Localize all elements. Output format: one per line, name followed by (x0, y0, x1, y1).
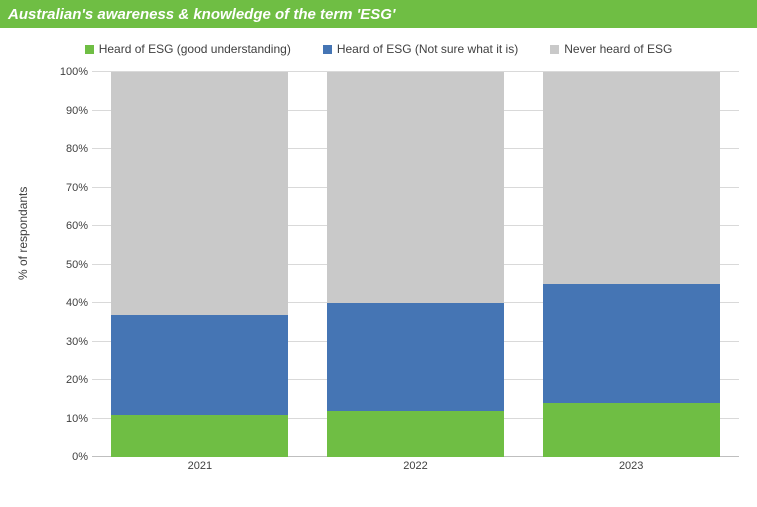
plot-area: 0%10%20%30%40%50%60%70%80%90%100% 202120… (58, 72, 739, 475)
bar-segment-heard (543, 284, 720, 403)
legend-swatch (550, 45, 559, 54)
y-tick: 40% (58, 297, 88, 309)
chart-legend: Heard of ESG (good understanding) Heard o… (0, 38, 757, 60)
legend-item: Never heard of ESG (550, 42, 672, 56)
y-tick: 20% (58, 374, 88, 386)
y-axis-label: % of respondants (16, 187, 30, 280)
stacked-bar (111, 72, 288, 457)
page: Australian's awareness & knowledge of th… (0, 0, 757, 507)
y-tick-labels: 0%10%20%30%40%50%60%70%80%90%100% (58, 72, 92, 457)
bar-segment-good (111, 415, 288, 457)
y-tick: 30% (58, 336, 88, 348)
bar-segment-good (327, 411, 504, 457)
bar-segment-good (543, 403, 720, 457)
y-tick: 100% (58, 66, 88, 78)
bar-slot (523, 72, 739, 457)
bar-slot (92, 72, 308, 457)
chart-area (92, 72, 739, 457)
y-tick: 0% (58, 451, 88, 463)
x-tick-labels: 202120222023 (92, 457, 739, 475)
legend-swatch (323, 45, 332, 54)
x-tick: 2022 (308, 457, 524, 475)
title-bar: Australian's awareness & knowledge of th… (0, 0, 757, 28)
y-tick: 80% (58, 143, 88, 155)
bar-slot (308, 72, 524, 457)
bar-segment-heard (327, 303, 504, 411)
x-tick: 2023 (523, 457, 739, 475)
legend-label: Never heard of ESG (564, 42, 672, 56)
legend-label: Heard of ESG (good understanding) (99, 42, 291, 56)
x-tick: 2021 (92, 457, 308, 475)
y-tick: 50% (58, 259, 88, 271)
y-tick: 10% (58, 413, 88, 425)
stacked-bar (327, 72, 504, 457)
bar-segment-never (327, 72, 504, 303)
legend-label: Heard of ESG (Not sure what it is) (337, 42, 518, 56)
legend-item: Heard of ESG (good understanding) (85, 42, 291, 56)
y-tick: 60% (58, 220, 88, 232)
page-title: Australian's awareness & knowledge of th… (8, 6, 395, 23)
bar-segment-never (543, 72, 720, 284)
y-tick: 90% (58, 105, 88, 117)
stacked-bar (543, 72, 720, 457)
legend-swatch (85, 45, 94, 54)
bars-container (92, 72, 739, 457)
bar-segment-never (111, 72, 288, 315)
y-tick: 70% (58, 182, 88, 194)
legend-item: Heard of ESG (Not sure what it is) (323, 42, 518, 56)
bar-segment-heard (111, 315, 288, 415)
